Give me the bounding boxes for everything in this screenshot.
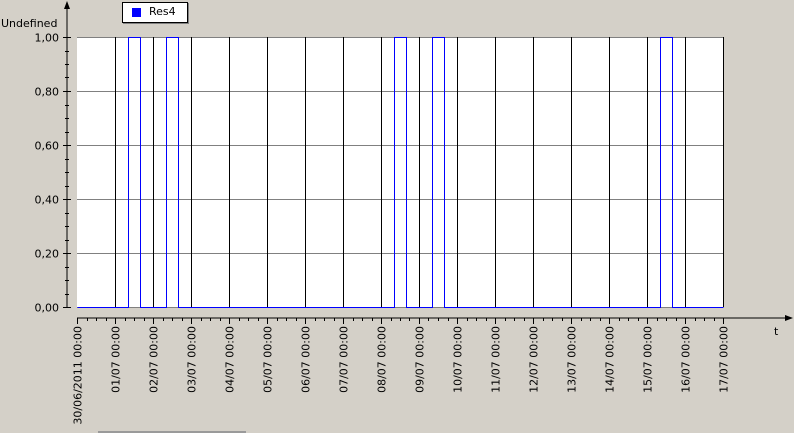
y-tick-label: 0,60 — [35, 140, 60, 153]
y-tick-label: 0,40 — [35, 194, 60, 207]
x-tick-label: 08/07 00:00 — [376, 326, 389, 393]
x-tick-label: 15/07 00:00 — [642, 326, 655, 393]
axes — [64, 1, 793, 321]
x-tick-label: 06/07 00:00 — [300, 326, 313, 393]
x-tick-label: 30/06/2011 00:00 — [72, 326, 85, 425]
x-tick-label: 05/07 00:00 — [262, 326, 275, 393]
x-tick-label: 11/07 00:00 — [490, 326, 503, 393]
x-tick-label: 13/07 00:00 — [566, 326, 579, 393]
x-tick-label: 07/07 00:00 — [338, 326, 351, 393]
x-tick-label: 01/07 00:00 — [110, 326, 123, 393]
series-line-res4 — [77, 37, 724, 308]
x-tick-label: 03/07 00:00 — [186, 326, 199, 393]
x-tick-label: 12/07 00:00 — [528, 326, 541, 393]
series-layer — [77, 37, 724, 308]
y-tick-label: 0,80 — [35, 86, 60, 99]
x-tick-label: 09/07 00:00 — [414, 326, 427, 393]
x-ticks: 30/06/2011 00:00 01/07 00:00 02/07 00:00 03… — [72, 318, 731, 425]
x-tick-label: 04/07 00:00 — [224, 326, 237, 393]
x-tick-label: 02/07 00:00 — [148, 326, 161, 393]
legend: Res4 — [122, 2, 188, 23]
y-axis-arrow — [64, 1, 70, 9]
legend-label-res4: Res4 — [149, 5, 176, 18]
horizontal-scrollbar[interactable] — [98, 431, 246, 433]
x-tick-label: 17/07 00:00 — [718, 326, 731, 393]
y-axis-title: Undefined — [1, 17, 57, 30]
y-tick-label: 0,20 — [35, 248, 60, 261]
x-tick-label: 10/07 00:00 — [452, 326, 465, 393]
legend-swatch-res4 — [132, 8, 141, 17]
plot-area — [77, 37, 723, 307]
y-tick-label: 0,00 — [35, 302, 60, 315]
x-axis-arrow — [785, 315, 793, 321]
y-ticks: 0,00 0,20 0,40 0,60 0,80 1,00 — [35, 32, 71, 315]
x-tick-label: 16/07 00:00 — [680, 326, 693, 393]
y-tick-label: 1,00 — [35, 32, 60, 45]
vertical-gridlines — [115, 37, 724, 307]
x-axis-title: t — [774, 325, 779, 338]
x-tick-label: 14/07 00:00 — [604, 326, 617, 393]
